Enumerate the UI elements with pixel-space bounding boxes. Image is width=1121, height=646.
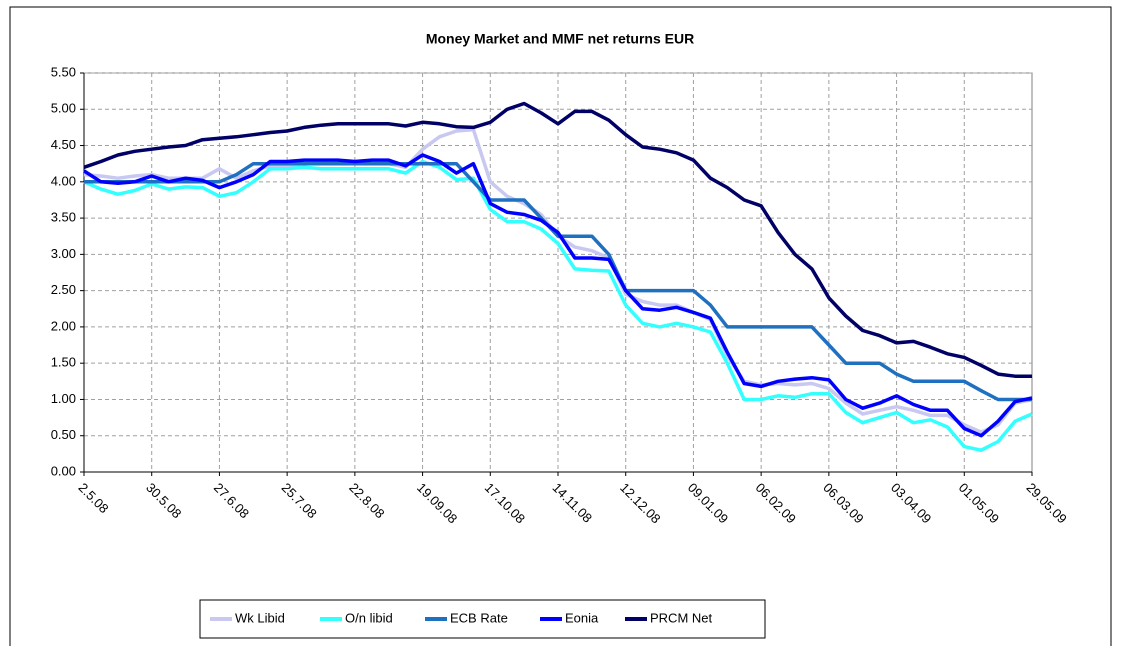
chart-frame — [9, 6, 1112, 646]
y-tick-label: 0.50 — [51, 427, 76, 442]
y-tick-label: 5.50 — [51, 64, 76, 79]
legend-box — [199, 599, 766, 639]
y-tick-label: 3.00 — [51, 246, 76, 261]
y-tick-label: 3.50 — [51, 210, 76, 225]
legend-label: PRCM Net — [650, 610, 713, 625]
y-tick-label: 4.50 — [51, 137, 76, 152]
series-line — [83, 101, 1032, 378]
y-tick-label: 1.00 — [51, 391, 76, 406]
y-tick-label: 1.50 — [51, 355, 76, 370]
y-tick-label: 5.00 — [51, 101, 76, 116]
series-line — [83, 153, 1033, 438]
chart-title: Money Market and MMF net returns EUR — [426, 31, 694, 47]
series-line — [83, 159, 1033, 452]
legend-label: Wk Libid — [235, 610, 285, 625]
y-tick-label: 0.00 — [51, 463, 76, 478]
series-line — [84, 161, 1032, 402]
legend-label: Eonia — [565, 610, 599, 625]
y-tick-label: 4.00 — [51, 173, 76, 188]
y-tick-label: 2.50 — [51, 282, 76, 297]
y-tick-label: 2.00 — [51, 318, 76, 333]
legend-label: O/n libid — [345, 610, 393, 625]
legend-label: ECB Rate — [450, 610, 508, 625]
